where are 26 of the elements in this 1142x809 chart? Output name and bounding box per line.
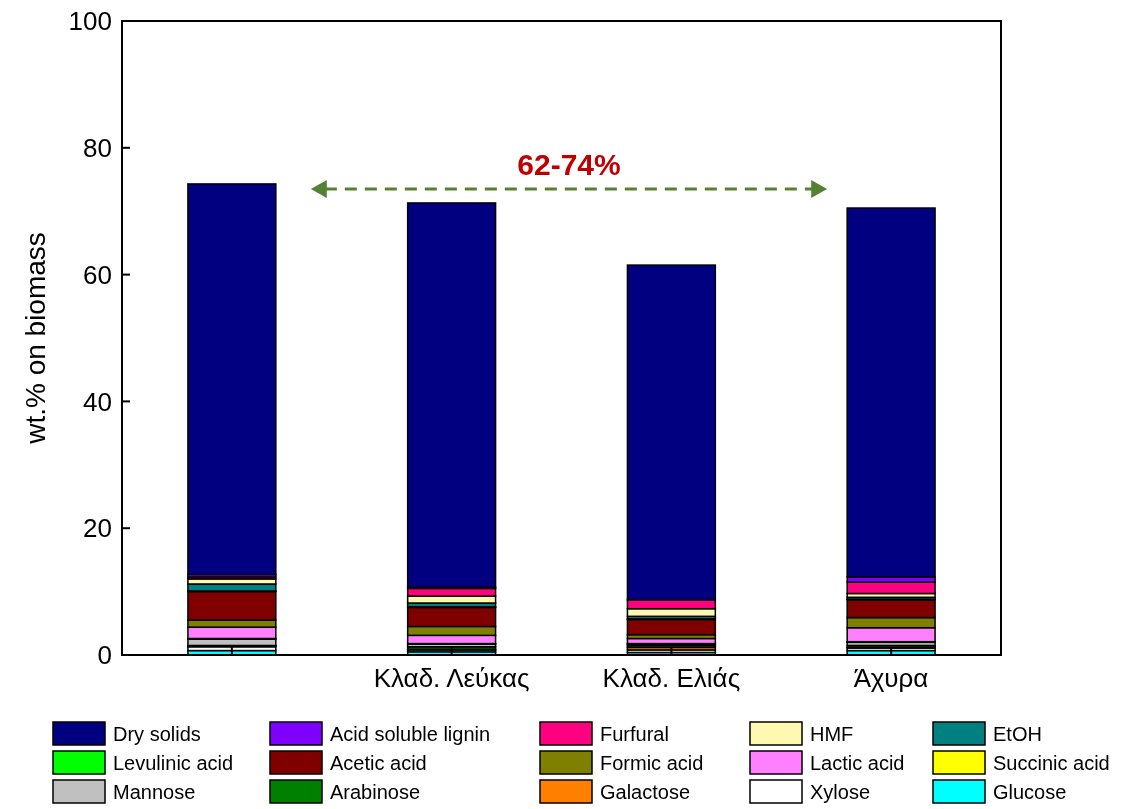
y-tick-label: 60 [83, 259, 112, 290]
legend-label: Succinic acid [993, 752, 1110, 774]
legend-label: Arabinose [330, 781, 421, 803]
legend-label: Dry solids [113, 723, 201, 745]
legend-label: Glucose [993, 781, 1067, 803]
annotation: 62-74% [517, 148, 621, 182]
y-axis-title: wt.% on biomass [20, 232, 51, 445]
y-tick-label: 0 [97, 640, 112, 671]
y-tick-label: 20 [83, 513, 112, 544]
x-tick-label: Άχυρα [853, 663, 929, 693]
legend-label: EtOH [993, 723, 1042, 745]
legend-label: Mannose [113, 781, 196, 803]
legend-label: Formic acid [600, 752, 704, 774]
legend-label: Xylose [810, 781, 871, 803]
legend-label: Levulinic acid [113, 752, 234, 774]
y-tick-label: 80 [83, 132, 112, 163]
legend-label: HMF [810, 723, 854, 745]
y-tick-label: 40 [83, 386, 112, 417]
x-tick-label: Κλαδ. Λεύκας [373, 663, 530, 693]
y-tick-label: 100 [68, 6, 112, 37]
x-tick-label: Κλαδ. Ελιάς [602, 663, 741, 693]
legend-label: Acetic acid [330, 752, 427, 774]
legend-label: Galactose [600, 781, 691, 803]
legend-label: Lactic acid [810, 752, 905, 774]
legend-label: Acid soluble lignin [330, 723, 491, 745]
legend-label: Furfural [600, 723, 669, 745]
